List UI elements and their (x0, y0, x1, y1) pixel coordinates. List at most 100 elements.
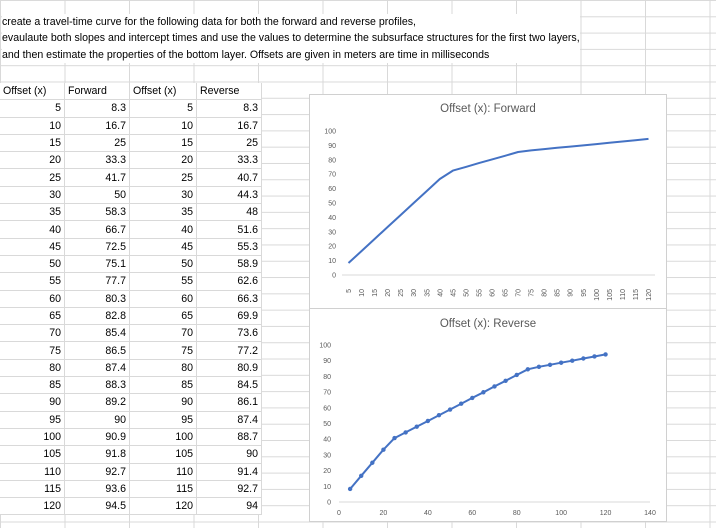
cell-forward-time[interactable]: 58.3 (64, 203, 130, 222)
cell-reverse-time[interactable]: 66.3 (196, 290, 262, 308)
cell-offset-forward[interactable]: 65 (0, 307, 65, 326)
cell-offset-reverse[interactable]: 100 (129, 428, 197, 447)
cell-reverse-time[interactable]: 77.2 (196, 341, 262, 360)
cell-reverse-time[interactable]: 58.9 (196, 255, 262, 274)
cell-offset-reverse[interactable]: 105 (129, 445, 197, 464)
cell-reverse-time[interactable]: 92.7 (196, 480, 262, 499)
cell-offset-forward[interactable]: 80 (0, 359, 65, 378)
cell-reverse-time[interactable]: 73.6 (196, 324, 262, 343)
cell-offset-reverse[interactable]: 110 (129, 463, 197, 481)
cell-reverse-time[interactable]: 86.1 (196, 393, 262, 412)
cell-forward-time[interactable]: 92.7 (64, 463, 130, 481)
cell-forward-time[interactable]: 25 (64, 134, 130, 153)
forward-chart[interactable]: Offset (x): Forward 0 10 20 30 40 50 60 70 80 90 10… (309, 94, 667, 309)
reverse-chart[interactable]: Offset (x): Reverse 0 10 20 30 40 50 60 70 80 90 10… (309, 308, 667, 522)
cell-offset-reverse[interactable]: 25 (129, 168, 197, 187)
cell-reverse-time[interactable]: 84.5 (196, 376, 262, 395)
cell-forward-time[interactable]: 86.5 (64, 341, 130, 360)
cell-offset-forward[interactable]: 40 (0, 220, 65, 239)
instruction-line-1[interactable]: create a travel-time curve for the follo… (2, 16, 416, 28)
header-reverse[interactable]: Reverse (196, 83, 262, 101)
cell-reverse-time[interactable]: 88.7 (196, 428, 262, 447)
header-offset-forward[interactable]: Offset (x) (0, 83, 65, 101)
cell-offset-reverse[interactable]: 5 (129, 99, 197, 118)
cell-forward-time[interactable]: 80.3 (64, 290, 130, 308)
cell-forward-time[interactable]: 41.7 (64, 168, 130, 187)
cell-offset-forward[interactable]: 15 (0, 134, 65, 153)
cell-offset-forward[interactable]: 5 (0, 99, 65, 118)
cell-forward-time[interactable]: 87.4 (64, 359, 130, 378)
header-forward[interactable]: Forward (64, 83, 130, 101)
cell-reverse-time[interactable]: 55.3 (196, 238, 262, 256)
cell-offset-reverse[interactable]: 65 (129, 307, 197, 326)
header-offset-reverse[interactable]: Offset (x) (129, 83, 197, 101)
cell-offset-reverse[interactable]: 90 (129, 393, 197, 412)
cell-forward-time[interactable]: 33.3 (64, 151, 130, 170)
cell-offset-forward[interactable]: 55 (0, 272, 65, 291)
cell-reverse-time[interactable]: 94 (196, 497, 262, 516)
cell-offset-forward[interactable]: 60 (0, 290, 65, 308)
cell-offset-reverse[interactable]: 115 (129, 480, 197, 499)
cell-reverse-time[interactable]: 91.4 (196, 463, 262, 481)
cell-offset-forward[interactable]: 105 (0, 445, 65, 464)
cell-offset-forward[interactable]: 115 (0, 480, 65, 499)
cell-offset-forward[interactable]: 35 (0, 203, 65, 222)
cell-offset-reverse[interactable]: 20 (129, 151, 197, 170)
cell-offset-reverse[interactable]: 40 (129, 220, 197, 239)
cell-forward-time[interactable]: 88.3 (64, 376, 130, 395)
cell-offset-reverse[interactable]: 70 (129, 324, 197, 343)
cell-reverse-time[interactable]: 25 (196, 134, 262, 153)
cell-forward-time[interactable]: 77.7 (64, 272, 130, 291)
cell-offset-reverse[interactable]: 120 (129, 497, 197, 516)
cell-reverse-time[interactable]: 33.3 (196, 151, 262, 170)
cell-offset-reverse[interactable]: 80 (129, 359, 197, 378)
cell-reverse-time[interactable]: 8.3 (196, 99, 262, 118)
cell-reverse-time[interactable]: 80.9 (196, 359, 262, 378)
cell-offset-reverse[interactable]: 85 (129, 376, 197, 395)
cell-reverse-time[interactable]: 40.7 (196, 168, 262, 187)
cell-offset-forward[interactable]: 25 (0, 168, 65, 187)
cell-offset-reverse[interactable]: 75 (129, 341, 197, 360)
cell-offset-forward[interactable]: 30 (0, 186, 65, 205)
cell-forward-time[interactable]: 90.9 (64, 428, 130, 447)
cell-offset-forward[interactable]: 120 (0, 497, 65, 516)
cell-forward-time[interactable]: 90 (64, 411, 130, 429)
cell-offset-reverse[interactable]: 95 (129, 411, 197, 429)
cell-offset-forward[interactable]: 85 (0, 376, 65, 395)
cell-forward-time[interactable]: 91.8 (64, 445, 130, 464)
cell-reverse-time[interactable]: 90 (196, 445, 262, 464)
cell-forward-time[interactable]: 75.1 (64, 255, 130, 274)
cell-offset-reverse[interactable]: 45 (129, 238, 197, 256)
cell-offset-forward[interactable]: 10 (0, 117, 65, 135)
cell-offset-reverse[interactable]: 10 (129, 117, 197, 135)
cell-offset-forward[interactable]: 100 (0, 428, 65, 447)
cell-reverse-time[interactable]: 69.9 (196, 307, 262, 326)
cell-forward-time[interactable]: 85.4 (64, 324, 130, 343)
cell-reverse-time[interactable]: 16.7 (196, 117, 262, 135)
cell-forward-time[interactable]: 89.2 (64, 393, 130, 412)
cell-forward-time[interactable]: 16.7 (64, 117, 130, 135)
cell-forward-time[interactable]: 8.3 (64, 99, 130, 118)
cell-forward-time[interactable]: 66.7 (64, 220, 130, 239)
cell-offset-reverse[interactable]: 30 (129, 186, 197, 205)
cell-offset-reverse[interactable]: 15 (129, 134, 197, 153)
cell-offset-forward[interactable]: 70 (0, 324, 65, 343)
cell-offset-forward[interactable]: 110 (0, 463, 65, 481)
cell-forward-time[interactable]: 94.5 (64, 497, 130, 516)
cell-offset-forward[interactable]: 75 (0, 341, 65, 360)
cell-offset-forward[interactable]: 90 (0, 393, 65, 412)
cell-offset-forward[interactable]: 20 (0, 151, 65, 170)
cell-reverse-time[interactable]: 44.3 (196, 186, 262, 205)
cell-reverse-time[interactable]: 48 (196, 203, 262, 222)
cell-forward-time[interactable]: 82.8 (64, 307, 130, 326)
cell-forward-time[interactable]: 50 (64, 186, 130, 205)
cell-reverse-time[interactable]: 62.6 (196, 272, 262, 291)
cell-offset-forward[interactable]: 45 (0, 238, 65, 256)
instruction-line-3[interactable]: and then estimate the properties of the … (2, 48, 490, 61)
cell-offset-forward[interactable]: 50 (0, 255, 65, 274)
cell-offset-reverse[interactable]: 55 (129, 272, 197, 291)
cell-offset-forward[interactable]: 95 (0, 411, 65, 429)
cell-offset-reverse[interactable]: 35 (129, 203, 197, 222)
instruction-line-2[interactable]: evaulaute both slopes and intercept time… (2, 32, 580, 45)
cell-offset-reverse[interactable]: 60 (129, 290, 197, 308)
